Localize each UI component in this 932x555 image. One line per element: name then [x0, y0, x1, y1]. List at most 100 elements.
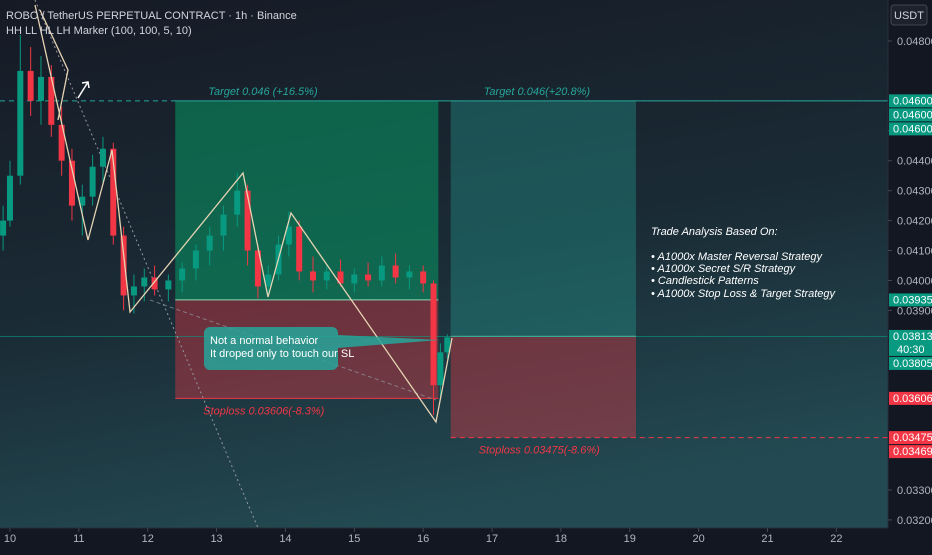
candle-body [141, 277, 148, 287]
price-label-bg [889, 391, 932, 405]
candle-body [48, 76, 55, 125]
candle-body [130, 286, 137, 296]
x-tick-label: 10 [4, 533, 16, 545]
candle-body [120, 235, 127, 296]
candle-body [192, 250, 199, 269]
analysis-item: • A1000x Stop Loss & Target Strategy [651, 288, 837, 300]
target-zone [175, 100, 439, 300]
price-label-bg [889, 108, 932, 122]
candle-body [220, 214, 227, 236]
candle-body [420, 271, 427, 284]
trend-line [34, 0, 259, 529]
price-label-bg [889, 293, 932, 307]
callout-box [204, 327, 440, 370]
candle-body [254, 250, 261, 287]
candle-body [244, 190, 251, 251]
candle-body [378, 265, 385, 281]
price-label: 0.03475 [893, 432, 932, 444]
candle-body [110, 148, 117, 236]
price-axis [888, 0, 932, 550]
price-label: 0.04600 [893, 123, 932, 135]
candle-body [79, 196, 86, 206]
candle-body [99, 148, 106, 167]
x-tick-label: 22 [830, 533, 842, 545]
y-tick-label: 0.03200 [897, 515, 932, 527]
candle-body [234, 190, 241, 215]
candle-body [68, 160, 75, 206]
candle-body [430, 283, 437, 386]
price-label: 0.03813 [893, 331, 932, 343]
stop-zone [450, 336, 636, 438]
candle-body [296, 226, 303, 272]
candle-body [265, 274, 272, 287]
analysis-title: Trade Analysis Based On: [651, 226, 778, 238]
price-label: 0.03805 [893, 358, 932, 370]
indicator-label: HH LL HL LH Marker (100, 100, 5, 10) [6, 25, 192, 37]
candle-body [337, 271, 344, 284]
candle-body [37, 76, 44, 101]
currency[interactable]: USDT [894, 10, 924, 22]
zigzag [39, 9, 69, 121]
candle-body [151, 277, 158, 290]
chart-title: ROBO / TetherUS PERPETUAL CONTRACT · 1h … [6, 10, 297, 22]
countdown: 40:30 [897, 344, 925, 356]
axes: 0.048000.045000.044000.043000.042000.041… [4, 36, 932, 545]
candle-body [6, 175, 13, 221]
price-label-bg [889, 122, 932, 136]
time-axis [0, 528, 888, 550]
zigzag [34, 4, 453, 424]
target-label: Target 0.046 (+16.5%) [208, 86, 318, 98]
candle-body [309, 271, 316, 281]
x-tick-label: 21 [761, 533, 773, 545]
candle-body [58, 124, 65, 161]
x-tick-label: 12 [142, 533, 154, 545]
analysis-item: • A1000x Master Reversal Strategy [651, 251, 823, 263]
x-tick-label: 16 [417, 533, 429, 545]
candle-body [365, 274, 372, 281]
price-label-bg [889, 94, 932, 108]
candle-body [323, 271, 330, 281]
candle-body [89, 166, 96, 197]
analysis-item: • Candlestick Patterns [651, 275, 759, 287]
x-tick-label: 15 [348, 533, 360, 545]
trend-line [149, 299, 437, 401]
candle-body [392, 265, 399, 278]
price-label-bg [889, 431, 932, 445]
candle-body [206, 235, 213, 251]
price-label-bg [889, 356, 932, 370]
stop-label: Stoploss 0.03606(-8.3%) [203, 405, 324, 417]
stop-label: Stoploss 0.03475(-8.6%) [479, 445, 600, 457]
callout-text: Not a normal behavior [210, 335, 319, 347]
target-label: Target 0.046(+20.8%) [484, 86, 591, 98]
arrow [77, 81, 90, 99]
price-label: 0.04600 [893, 95, 932, 107]
price-label: 0.03935 [893, 294, 932, 306]
price-label: 0.03469 [893, 446, 932, 458]
price-label-bg [889, 445, 932, 459]
x-tick-label: 19 [624, 533, 636, 545]
candle-body [17, 70, 24, 176]
candle-body [444, 337, 451, 353]
price-label: 0.03606 [893, 393, 932, 405]
currency-button[interactable] [890, 4, 928, 26]
trade-boxes: Target 0.046 (+16.5%) Stoploss 0.03606(-8… [0, 86, 888, 457]
x-tick-label: 13 [210, 533, 222, 545]
callout-text: It droped only to touch our SL [210, 348, 354, 360]
candle-body [351, 274, 358, 284]
x-tick-label: 18 [555, 533, 567, 545]
candle-body [406, 271, 413, 278]
analysis-item: • A1000x Secret S/R Strategy [651, 263, 797, 275]
candle-body [179, 268, 186, 281]
candle-body [27, 70, 34, 101]
candle-body [165, 280, 172, 290]
price-label: 0.04600 [893, 109, 932, 121]
